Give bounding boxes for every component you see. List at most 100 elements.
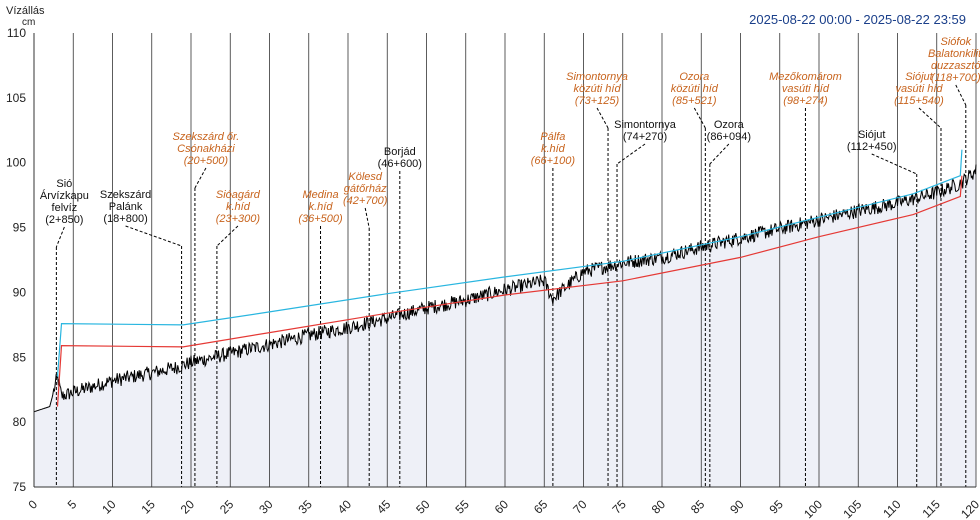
x-tick-label: 55 [453, 497, 473, 517]
station-label-line: Szekszárd [100, 189, 151, 201]
station-label-line: Balatonkiliti [928, 48, 980, 60]
station-label-line: vasúti híd [782, 83, 830, 95]
y-tick-label: 90 [13, 285, 27, 299]
station-label-line: (46+600) [378, 158, 422, 170]
station-label-line: Siójut [858, 129, 886, 141]
y-tick-label: 80 [13, 415, 27, 429]
x-tick-label: 45 [374, 497, 394, 517]
lower-limit-line [56, 175, 963, 407]
station-label-line: Siójut [905, 71, 933, 83]
y-tick-label: 95 [13, 221, 27, 235]
x-tick-label: 75 [610, 497, 630, 517]
station-label-line: Ozora [679, 71, 709, 83]
x-tick-label: 80 [649, 497, 669, 517]
station-label-line: Pálfa [540, 131, 565, 143]
station-label-line: közúti híd [671, 83, 719, 95]
y-tick-label: 75 [13, 480, 27, 494]
axes-layer [33, 33, 976, 488]
x-tick-label: 110 [880, 497, 904, 520]
y-tick-label: 110 [7, 26, 26, 40]
station-label-line: Simontornya [566, 71, 628, 83]
y-tick-label: 85 [13, 350, 27, 364]
x-tick-label: 25 [217, 497, 237, 517]
station-label-line: (42+700) [343, 195, 388, 207]
station-label-line: k.híd [541, 143, 566, 155]
station-label-line: Csónakházi [177, 143, 235, 155]
station-label-line: (115+540) [894, 95, 944, 107]
x-tick-label: 5 [65, 497, 80, 512]
station-label-line: Ozora [714, 119, 745, 131]
x-tick-label: 90 [727, 497, 747, 517]
y-tick-label: 100 [6, 156, 26, 170]
station-label-line: (98+274) [783, 95, 828, 107]
station-label-line: (85+521) [672, 95, 717, 107]
station-label-line: Sió [56, 178, 72, 190]
series-layer [33, 149, 977, 413]
y-axis-title: Vízállás [6, 5, 45, 17]
station-label-line: (2+850) [45, 214, 83, 226]
station-label-line: (23+300) [216, 213, 261, 225]
annotation-leader [194, 167, 207, 189]
x-tick-label: 65 [531, 497, 551, 517]
station-label-line: (86+094) [707, 131, 751, 143]
station-label-line: (74+270) [623, 131, 667, 143]
x-tick-label: 10 [99, 497, 119, 517]
station-label-line: gátőrház [344, 183, 387, 195]
station-label-line: Szekszárd őr. [173, 131, 240, 143]
annotation-lines-layer [55, 84, 967, 487]
station-label-line: (118+700) [931, 72, 980, 84]
x-tick-label: 85 [688, 497, 708, 517]
station-label-line: Kölesd [348, 171, 383, 183]
annotation-leader [693, 107, 706, 129]
station-label-line: Mezőkomárom [769, 71, 842, 83]
station-label-line: (18+800) [103, 213, 147, 225]
station-label-line: Simontornya [614, 119, 677, 131]
x-tick-label: 100 [801, 497, 825, 520]
x-tick-label: 95 [767, 497, 787, 517]
station-label-line: (73+125) [575, 95, 620, 107]
y-tick-label: 105 [6, 91, 26, 105]
upper-limit-line [56, 149, 963, 377]
station-label-line: Árvízkapu [40, 189, 89, 202]
station-label-line: (36+500) [298, 213, 343, 225]
station-label-line: k.híd [226, 201, 251, 213]
annotation-leader [918, 107, 942, 129]
y-axis-unit: cm [22, 17, 35, 28]
x-tick-label: 60 [492, 497, 512, 517]
x-tick-label: 120 [958, 497, 980, 520]
annotation-leader [616, 143, 646, 165]
station-label-line: k.híd [309, 201, 334, 213]
annotation-leader [709, 143, 730, 165]
x-tick-label: 105 [840, 497, 864, 520]
measured-level-line [33, 164, 977, 413]
annotation-leader [364, 207, 370, 229]
x-tick-label: 50 [413, 497, 433, 517]
x-tick-label: 115 [919, 497, 943, 520]
x-tick-label: 15 [139, 497, 159, 517]
x-tick-label: 20 [178, 497, 198, 517]
annotation-leader [871, 153, 917, 175]
x-tick-label: 30 [256, 497, 276, 517]
annotation-leader [55, 226, 65, 248]
station-label-line: Palánk [109, 201, 143, 213]
annotation-leader [125, 225, 182, 247]
x-tick-label: 70 [570, 497, 590, 517]
station-label-line: duzzasztó [931, 60, 980, 72]
station-label-line: közúti híd [573, 83, 621, 95]
date-range-label: 2025-08-22 00:00 - 2025-08-22 23:59 [749, 12, 966, 27]
station-label-line: Medina [302, 189, 338, 201]
station-label-line: Sióagárd [216, 189, 261, 201]
station-label-line: felvíz [52, 202, 78, 214]
station-label-line: (112+450) [847, 141, 897, 153]
annotation-leader [216, 225, 239, 247]
annotation-leader [596, 107, 609, 129]
annotation-leader [955, 84, 967, 106]
x-tick-label: 0 [25, 497, 40, 512]
station-label-line: (66+100) [531, 155, 576, 167]
station-label-line: vasúti híd [895, 83, 943, 95]
x-tick-label: 35 [296, 497, 316, 517]
station-label-line: Siófok [941, 36, 972, 48]
y-axis-title-text: Vízállás [6, 5, 45, 17]
